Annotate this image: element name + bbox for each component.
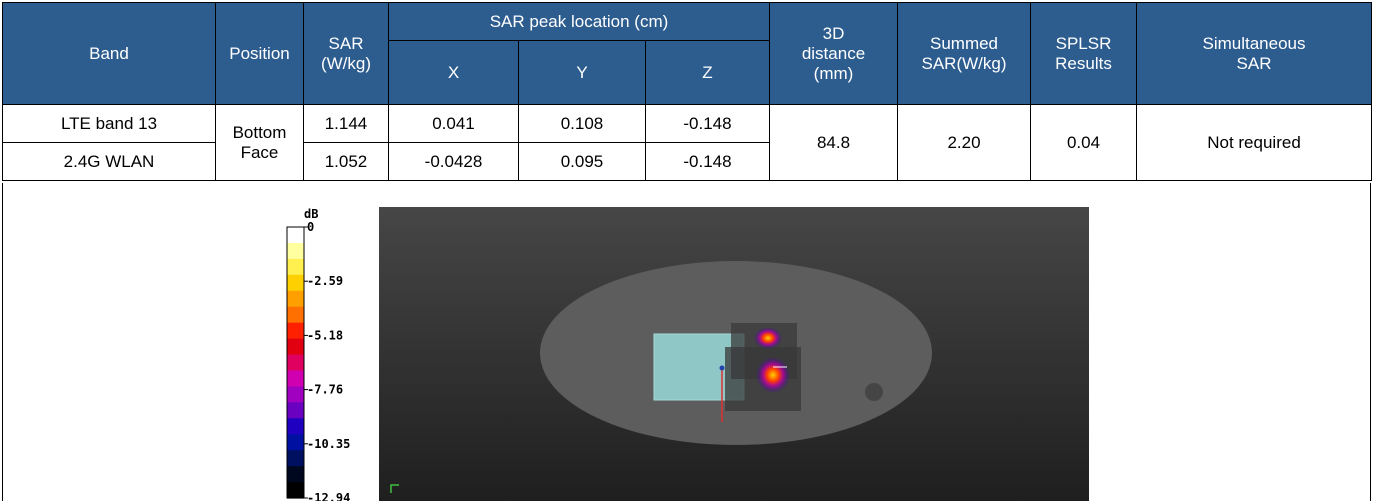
x-cell: 0.041 (388, 104, 519, 143)
colorbar-segment (287, 402, 304, 419)
colorbar-segment (287, 354, 304, 372)
header-3d-distance: 3D distance (mm) (769, 2, 898, 105)
header-y: Y (518, 40, 646, 105)
colorbar-frame (286, 226, 305, 499)
colorbar-legend: dB 0 -2.59 -5.18 -7.76 -10.35 -12.94 (286, 207, 350, 501)
summed-sar-cell: 2.20 (897, 104, 1031, 181)
colorbar-tick-label: -7.76 (307, 383, 343, 397)
colorbar-segment (287, 450, 304, 467)
sar-plot-area (2, 183, 1371, 501)
colorbar-segment (287, 242, 304, 260)
colorbar-segment (287, 306, 304, 324)
axes-gizmo (390, 484, 399, 493)
header-simultaneous: Simultaneous SAR (1136, 2, 1372, 105)
header-z: Z (645, 40, 770, 105)
header-summed-sar: Summed SAR(W/kg) (897, 2, 1031, 105)
colorbar-segment (287, 322, 304, 340)
colorbar-gradient (287, 227, 304, 499)
colorbar-tick-label: 0 (307, 220, 314, 234)
simultaneous-cell: Not required (1136, 104, 1372, 181)
table-row: 2.4G WLAN 1.052 -0.0428 0.095 -0.148 (2, 142, 1372, 181)
header-sar: SAR (W/kg) (303, 2, 389, 105)
colorbar-segment (287, 290, 304, 308)
header-x: X (388, 40, 519, 105)
header-splsr: SPLSR Results (1030, 2, 1137, 105)
colorbar-segment (287, 370, 304, 388)
header-peak-location: SAR peak location (cm) (388, 2, 770, 41)
colorbar-tick-label: -10.35 (307, 437, 350, 451)
header-band: Band (2, 2, 216, 105)
colorbar-segment (287, 338, 304, 356)
colorbar-tick-label: -2.59 (307, 274, 343, 288)
x-cell: -0.0428 (388, 142, 519, 181)
hotspot-1 (754, 327, 782, 349)
sar-table: Band Position SAR (W/kg) SAR peak locati… (2, 2, 1372, 181)
z-cell: -0.148 (645, 142, 770, 181)
y-cell: 0.095 (518, 142, 646, 181)
colorbar-segment (287, 227, 304, 244)
band-cell: 2.4G WLAN (2, 142, 216, 181)
position-cell: Bottom Face (215, 104, 304, 181)
colorbar-segment (287, 258, 304, 276)
header-position: Position (215, 2, 304, 105)
sar-cell: 1.144 (303, 104, 389, 143)
colorbar-segment (287, 274, 304, 292)
colorbar-segment (287, 386, 304, 403)
sar-cell: 1.052 (303, 142, 389, 181)
colorbar-tick-label: -12.94 (307, 491, 350, 501)
z-cell: -0.148 (645, 104, 770, 143)
colorbar-segment (287, 482, 304, 499)
colorbar-ticks: 0 -2.59 -5.18 -7.76 -10.35 -12.94 (304, 220, 350, 501)
colorbar-unit: dB (304, 207, 318, 221)
colorbar-segment (287, 434, 304, 451)
phantom-marker (865, 383, 883, 401)
sar-3d-view (379, 207, 1089, 501)
hotspot-2 (756, 357, 790, 393)
splsr-cell: 0.04 (1030, 104, 1137, 181)
table-row: LTE band 13 Bottom Face 1.144 0.041 0.10… (2, 104, 1372, 181)
colorbar-segment (287, 466, 304, 483)
band-cell: LTE band 13 (2, 104, 216, 143)
colorbar-segment (287, 418, 304, 435)
distance-cell: 84.8 (769, 104, 898, 181)
reference-point (719, 365, 725, 371)
y-cell: 0.108 (518, 104, 646, 143)
colorbar-tick-label: -5.18 (307, 328, 343, 342)
